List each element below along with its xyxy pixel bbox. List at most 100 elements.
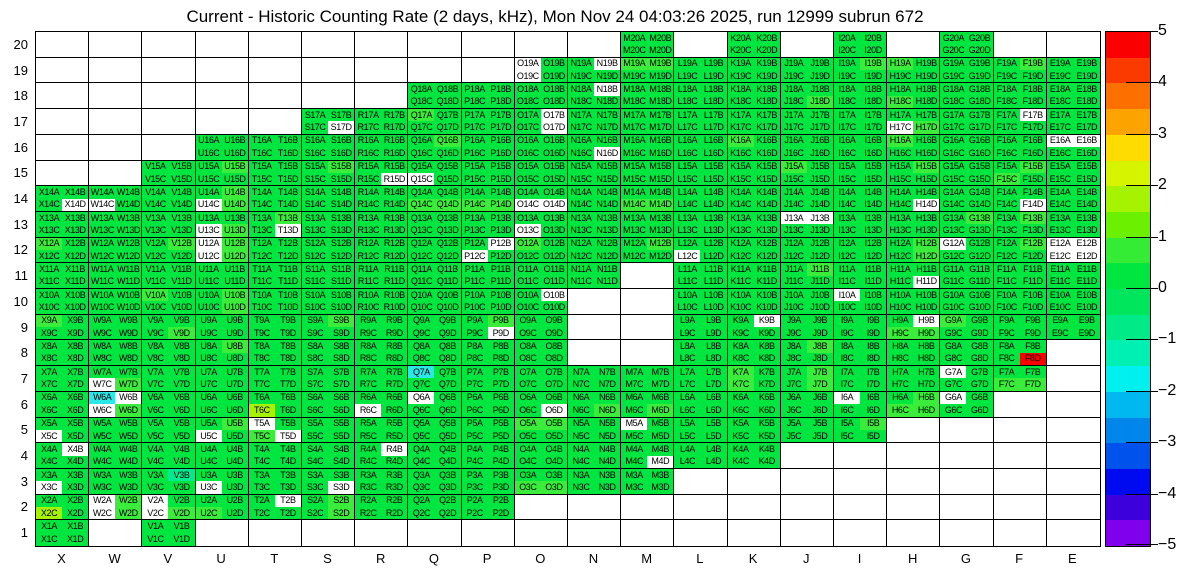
grid-subcell: Q7B: [434, 366, 461, 379]
grid-subcell: P7B: [487, 366, 514, 379]
grid-subcell: T14C: [248, 198, 275, 211]
grid-subcell: F14C: [993, 198, 1020, 211]
y-axis-tick-label: 11: [14, 268, 29, 284]
grid-cell: E15A E15B E15C E15D: [1046, 160, 1100, 187]
grid-subcell: M16B: [647, 134, 674, 148]
grid-subcell: V5D: [168, 429, 195, 443]
grid-subcell: K14D: [753, 198, 780, 211]
grid-subcell: M14B: [647, 186, 674, 199]
grid-subcell: H19D: [913, 70, 940, 83]
colorbar-tick-label: 5: [1158, 22, 1167, 39]
grid-subcell: N7B: [594, 366, 621, 379]
grid-cell: Q11A Q11B Q11C Q11D: [408, 263, 462, 289]
grid-cell: I7A I7B I7C I7D: [834, 366, 888, 392]
grid-subcell: L17A: [674, 109, 701, 122]
grid-subcell: V8D: [168, 352, 195, 366]
grid-subcell: M13B: [647, 211, 674, 225]
grid-cell: X7A X7B X7C X7D: [36, 366, 90, 392]
grid-subcell: L11C: [674, 275, 701, 288]
grid-subcell: R12B: [381, 237, 408, 250]
grid-subcell: P5B: [487, 417, 514, 430]
grid-subcell: V1C: [142, 533, 169, 546]
grid-cell: F17A F17B F17C F17D: [993, 109, 1047, 135]
grid-cell: O11A O11B O11C O11D: [514, 263, 568, 289]
grid-cell: Q16A Q16B Q16C Q16D: [408, 134, 462, 161]
grid-subcell: V12D: [168, 249, 195, 263]
grid-subcell: K8A: [727, 340, 754, 353]
grid-subcell: E17B: [1073, 109, 1100, 122]
grid-cell: J17A J17B J17C J17D: [780, 109, 834, 135]
grid-subcell: J13A: [780, 211, 807, 225]
grid-cell: [302, 57, 356, 84]
grid-subcell: K20B: [753, 32, 780, 45]
grid-subcell: O18D: [540, 95, 567, 109]
grid-subcell: T16A: [248, 134, 275, 148]
y-axis-tick-label: 9: [20, 319, 28, 335]
grid-subcell: K12C: [727, 249, 754, 263]
grid-cell: [887, 468, 941, 495]
grid-subcell: W4B: [115, 443, 142, 456]
grid-cell: W12A W12B W12C W12D: [89, 237, 143, 264]
colorbar-tick-mark: [1126, 31, 1158, 32]
grid-subcell: J16B: [806, 134, 833, 148]
grid-subcell: P11D: [487, 275, 514, 288]
grid-cell: Q7A Q7B Q7C Q7D: [408, 366, 462, 392]
grid-subcell: G10B: [966, 289, 993, 302]
grid-subcell: F18B: [1019, 83, 1046, 96]
grid-subcell: H10A: [887, 289, 914, 302]
grid-subcell: J6B: [806, 391, 833, 405]
grid-subcell: K5D: [753, 429, 780, 443]
grid-subcell: H7D: [913, 378, 940, 391]
colorbar-tick-label: 2: [1158, 176, 1167, 194]
grid-subcell: Q10D: [434, 301, 461, 314]
grid-subcell: U2D: [221, 506, 248, 520]
grid-subcell: Q15A: [408, 160, 435, 173]
grid-subcell: U10C: [195, 301, 222, 314]
grid-subcell: T4B: [274, 443, 301, 456]
grid-subcell: U8C: [195, 352, 222, 366]
grid-subcell: J13D: [806, 224, 833, 237]
grid-subcell: L15B: [700, 160, 727, 173]
grid-subcell: S6A: [302, 391, 329, 405]
grid-cell: R9A R9B R9C R9D: [355, 314, 409, 341]
grid-subcell: X14D: [62, 198, 89, 211]
grid-subcell: F15B: [1019, 160, 1046, 173]
grid-subcell: U4B: [221, 443, 248, 456]
grid-cell: [355, 57, 409, 84]
grid-subcell: I18C: [834, 95, 861, 109]
grid-cell: X14A X14B X14C X14D: [36, 186, 90, 212]
y-axis-tick-label: 14: [13, 191, 28, 207]
grid-subcell: T5B: [274, 417, 301, 430]
grid-subcell: U4A: [195, 443, 222, 456]
grid-cell: E12A E12B E12C E12D: [1046, 237, 1100, 264]
x-axis-tick-label: K: [748, 551, 758, 566]
grid-subcell: P9C: [461, 327, 488, 340]
grid-cell: F18A F18B F18C F18D: [993, 83, 1047, 110]
grid-subcell: Q11A: [408, 263, 435, 276]
grid-cell: [89, 57, 143, 84]
colorbar-band: [1106, 211, 1150, 238]
grid-subcell: E11B: [1073, 263, 1100, 276]
grid-subcell: S5C: [302, 429, 329, 443]
grid-subcell: X11C: [36, 275, 63, 288]
grid-subcell: F9D: [1019, 327, 1046, 340]
colorbar-tick-mark: [1126, 288, 1158, 289]
grid-subcell: H15C: [887, 172, 914, 186]
grid-subcell: L9D: [700, 327, 727, 340]
grid-subcell: X3C: [36, 481, 63, 494]
grid-subcell: I8D: [860, 352, 887, 366]
grid-cell: S9A S9B S9C S9D: [302, 314, 356, 341]
x-axis-tick-label: H: [907, 551, 918, 566]
grid-subcell: H16C: [887, 147, 914, 160]
grid-subcell: G19B: [966, 57, 993, 71]
grid-cell: X10A X10B X10C X10D: [36, 289, 90, 315]
grid-subcell: N13B: [594, 211, 621, 225]
grid-subcell: L5B: [700, 417, 727, 430]
grid-subcell: L8D: [700, 352, 727, 366]
grid-subcell: F12D: [1019, 249, 1046, 263]
grid-subcell: H11A: [887, 263, 914, 276]
grid-subcell: R16C: [355, 147, 382, 160]
grid-subcell: H19B: [913, 57, 940, 71]
grid-subcell: W5D: [115, 429, 142, 443]
grid-subcell: X6B: [62, 391, 89, 405]
